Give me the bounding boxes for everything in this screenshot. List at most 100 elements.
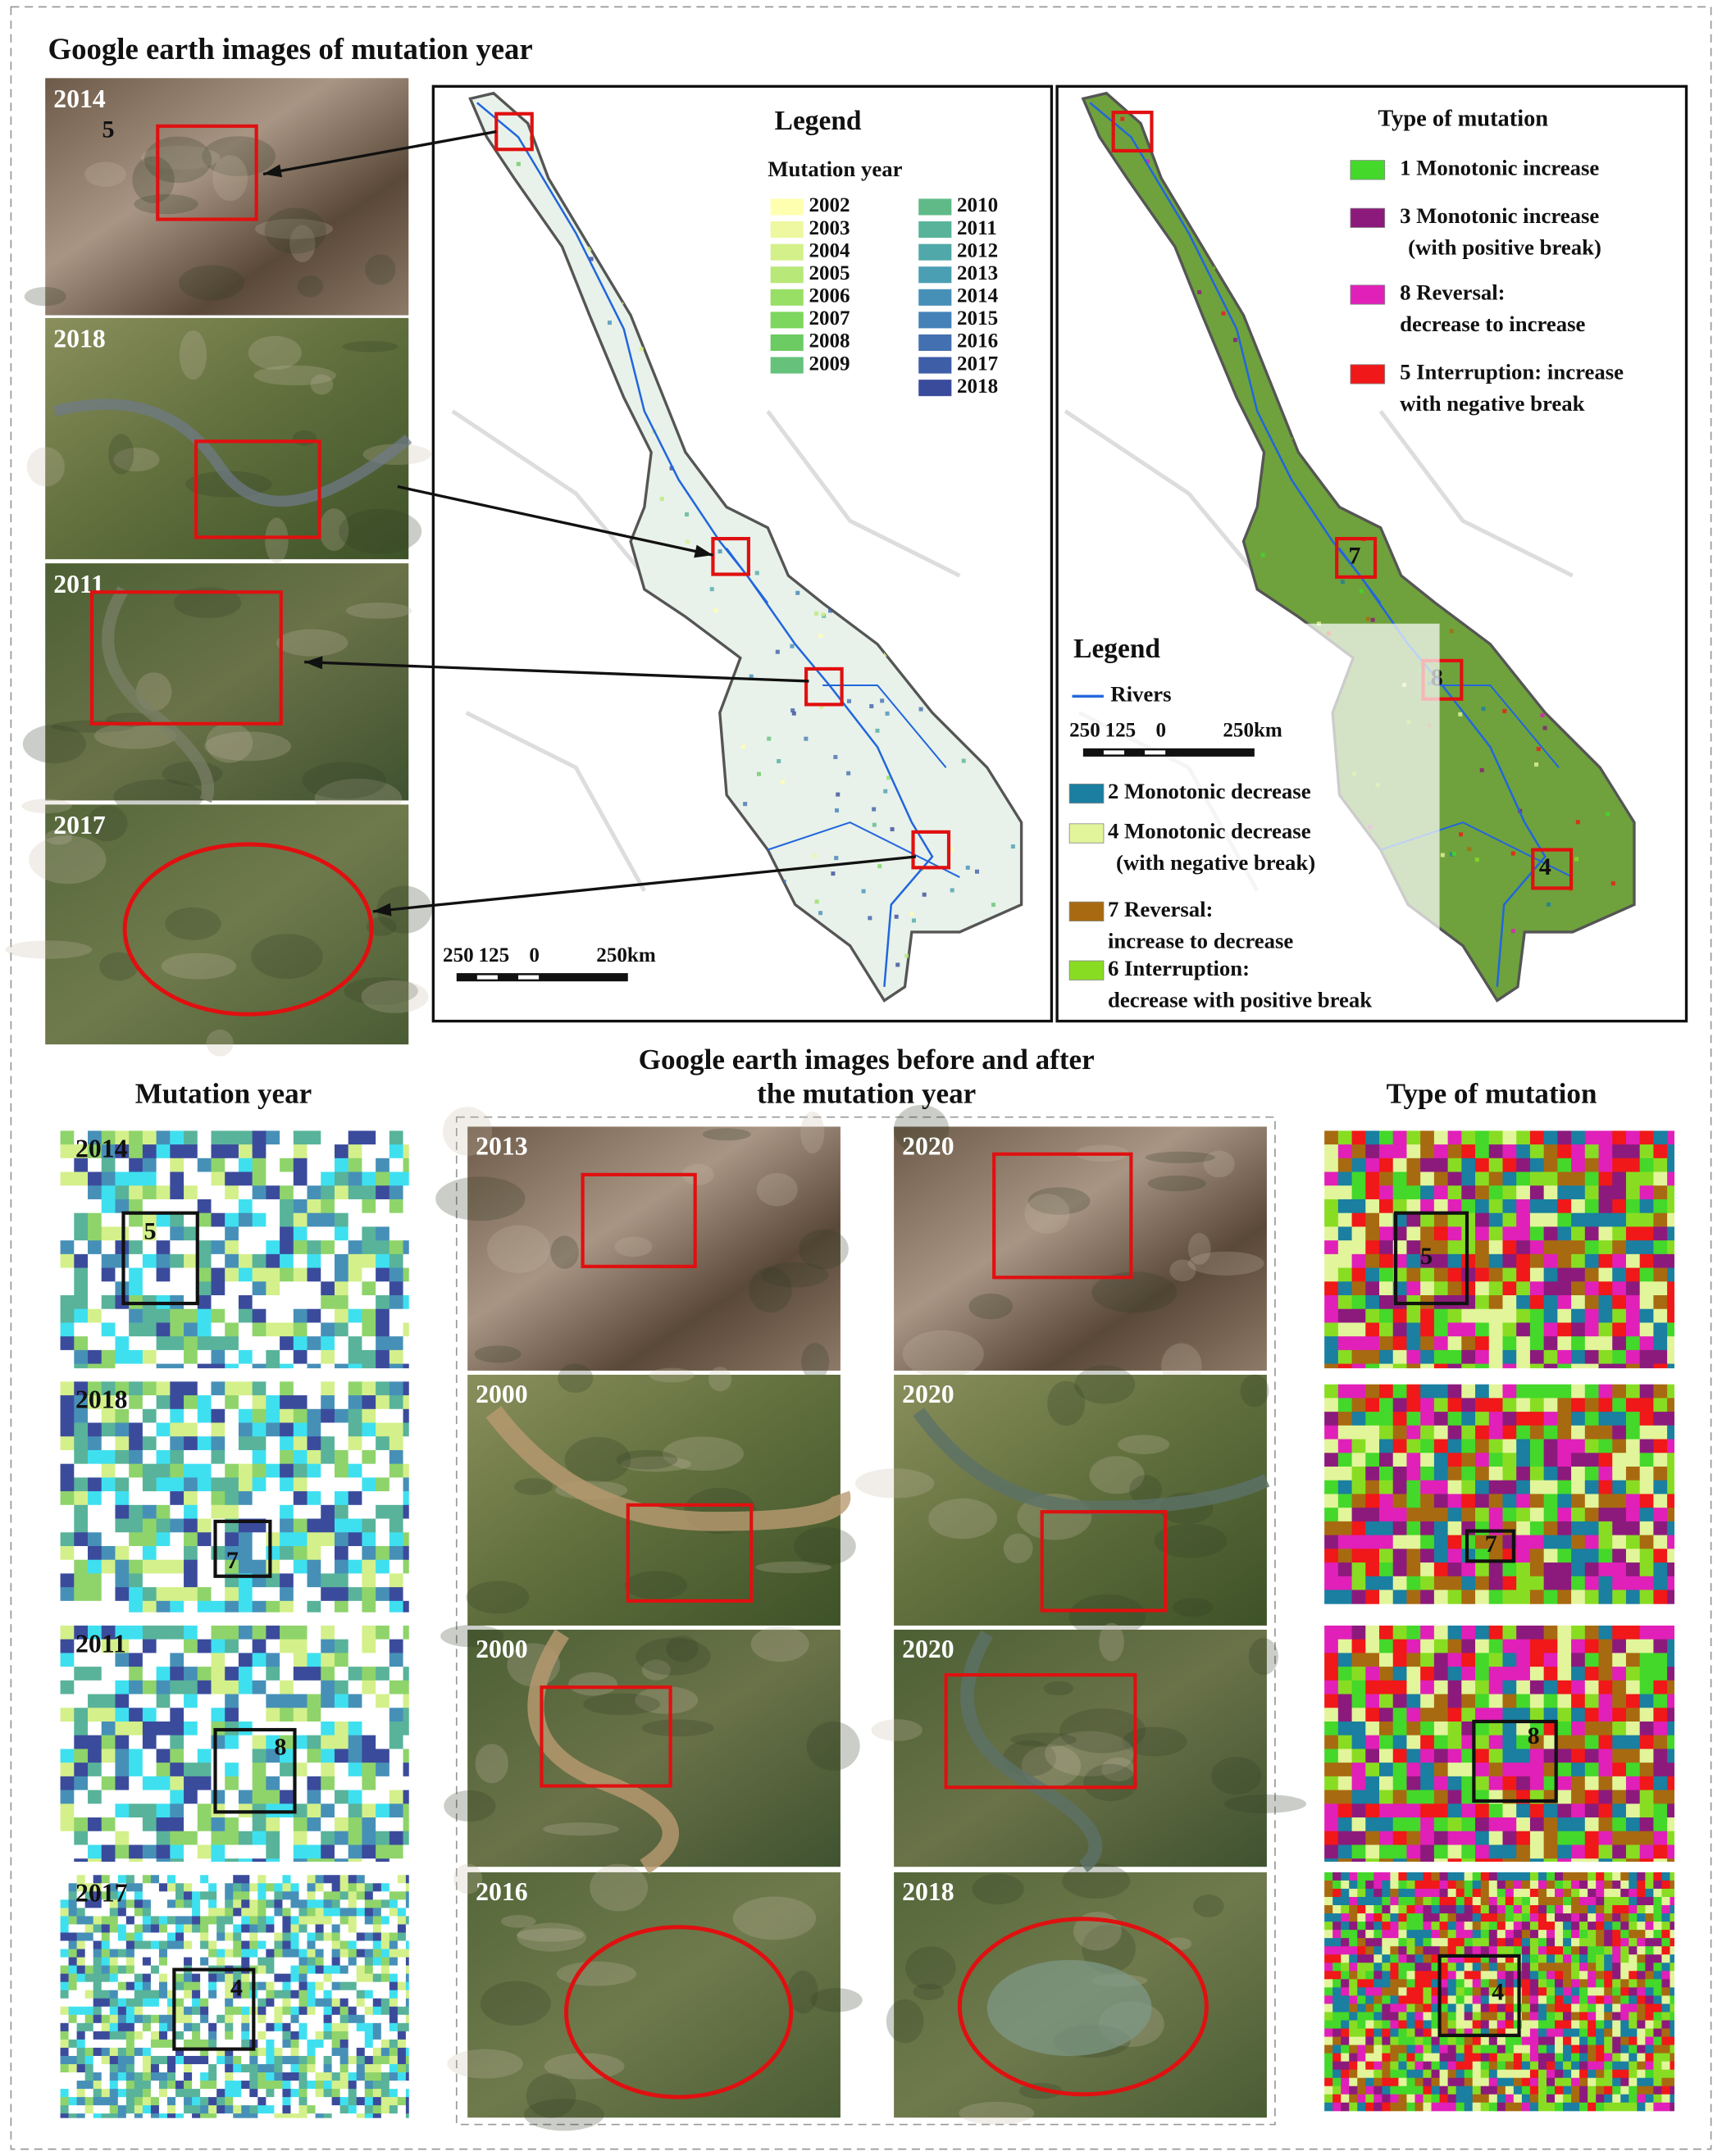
pixel [1543, 1535, 1558, 1549]
pixel [74, 1336, 89, 1351]
pixel [1502, 1735, 1517, 1749]
pixel [274, 1949, 283, 1958]
pixel [1351, 1653, 1366, 1667]
pixel [184, 1308, 198, 1323]
pixel [1529, 1639, 1545, 1653]
pixel [184, 1973, 193, 1983]
pixel [142, 2097, 152, 2106]
pixel [403, 1477, 409, 1492]
terrain-texture [649, 1367, 695, 1383]
pixel [1461, 1590, 1476, 1604]
pixel [1351, 1694, 1366, 1708]
pixel [1543, 1144, 1558, 1159]
pixel [1543, 1625, 1558, 1640]
pixel [208, 2014, 217, 2024]
pixel [1337, 1467, 1353, 1481]
pixel [1639, 1535, 1654, 1549]
pixel [1516, 1480, 1531, 1494]
pixel [142, 2031, 152, 2040]
pixel [1447, 1639, 1462, 1653]
panel-box-label: 7 [226, 1546, 239, 1574]
pixel [1475, 1590, 1490, 1604]
legend-label: (with positive break) [1408, 234, 1601, 259]
pixel [403, 1322, 409, 1337]
pixel [101, 1916, 111, 1925]
pixel [1529, 1425, 1545, 1440]
pixel [197, 1803, 212, 1818]
pixel [175, 1908, 184, 1917]
highlight-box [89, 590, 283, 725]
pixel [74, 1253, 89, 1269]
pixel [362, 1436, 376, 1451]
pixel [307, 1363, 321, 1369]
pixel [142, 1185, 157, 1200]
pixel [380, 1932, 390, 1942]
pixel [266, 1295, 280, 1310]
pixel [1584, 1412, 1600, 1426]
pixel [241, 2022, 250, 2032]
pixel [282, 2031, 291, 2040]
pixel [1571, 1880, 1580, 1890]
pixel [307, 1973, 317, 1983]
pixel [1420, 1694, 1435, 1708]
pixel [389, 2113, 399, 2118]
section-title: Mutation year [135, 1078, 312, 1110]
pixel [1379, 1590, 1394, 1604]
pixel [266, 1185, 280, 1200]
map-pixel [1542, 725, 1547, 730]
pixel [1392, 1467, 1407, 1481]
pixel [356, 1949, 366, 1958]
pixel [158, 1981, 168, 1991]
pixel [216, 2039, 226, 2049]
pixel [334, 1803, 349, 1818]
pixel [323, 1981, 333, 1991]
terrain-texture [732, 1896, 817, 1940]
pixel [1365, 1240, 1380, 1255]
pixel [389, 1694, 404, 1708]
pixel [1365, 1199, 1380, 1214]
pixel [1529, 1199, 1545, 1214]
pixel [403, 1639, 409, 1653]
pixel [156, 1212, 171, 1227]
pixel [403, 1721, 409, 1736]
pixel [293, 1212, 308, 1227]
pixel [129, 1477, 144, 1492]
pixel [197, 1295, 212, 1310]
pixel [1502, 1267, 1517, 1282]
pixel [156, 1463, 171, 1478]
pixel [184, 2039, 193, 2049]
pixel [233, 2022, 242, 2032]
pixel [1612, 1694, 1627, 1708]
pixel [1379, 1439, 1394, 1453]
pixel [142, 1144, 157, 1159]
pixel [389, 1625, 404, 1640]
pixel [101, 1708, 116, 1722]
pixel [356, 2089, 366, 2098]
panel-box-label: 8 [1528, 1722, 1540, 1749]
pixel [321, 1721, 335, 1736]
pixel [282, 2113, 291, 2118]
pixel [1529, 1880, 1539, 1890]
pixel [1667, 1453, 1674, 1467]
pixel [197, 1212, 212, 1227]
pixel [184, 1708, 198, 1722]
pixel [1433, 1562, 1449, 1577]
pixel [403, 1171, 409, 1186]
pixel [84, 2063, 94, 2073]
pixel [315, 2047, 325, 2057]
terrain-texture [447, 2049, 523, 2079]
legend-swatch [770, 357, 804, 374]
pixel [1557, 1453, 1572, 1467]
legend-label: 4 Monotonic decrease [1108, 819, 1311, 844]
pixel [60, 1803, 75, 1818]
pixel [1571, 1721, 1586, 1736]
pixel [1390, 1888, 1399, 1898]
pixel [389, 1883, 399, 1892]
pixel [1516, 1844, 1531, 1859]
pixel [1447, 1171, 1462, 1186]
pixel [1502, 1185, 1517, 1200]
pixel [225, 1940, 234, 1950]
map-pixel [685, 539, 690, 544]
pixel [376, 1322, 390, 1337]
pixel [389, 2047, 399, 2057]
